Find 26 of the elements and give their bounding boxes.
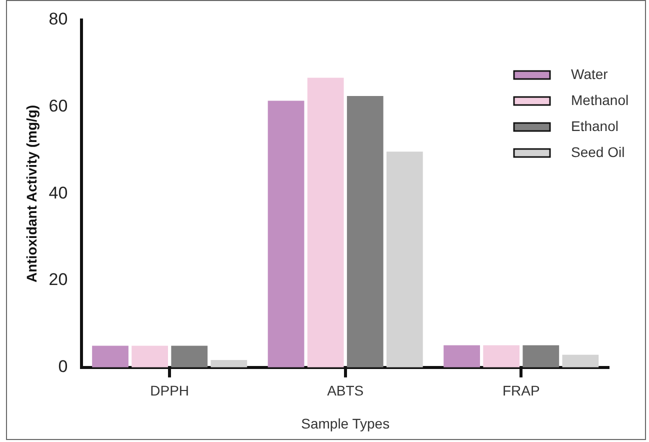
legend-label: Ethanol	[571, 118, 618, 134]
bar	[210, 360, 248, 368]
x-axis-title: Sample Types	[301, 415, 390, 432]
bar	[307, 78, 344, 368]
bar	[268, 100, 304, 368]
bar	[444, 345, 480, 368]
y-tick-label: 60	[48, 96, 68, 116]
bar	[386, 152, 423, 368]
bar	[562, 354, 599, 368]
bar	[132, 346, 168, 368]
legend-label: Seed Oil	[571, 144, 625, 160]
bar	[171, 346, 208, 368]
x-tick-label: ABTS	[327, 382, 364, 399]
y-tick-label: 40	[48, 183, 68, 202]
x-tick-label: FRAP	[502, 382, 540, 399]
y-axis-title: Antioxidant Activity (mg/g)	[23, 104, 40, 282]
bar	[346, 96, 384, 368]
bar	[522, 345, 560, 368]
y-tick-label: 80	[48, 10, 68, 29]
bar	[92, 346, 128, 368]
legend-label: Methanol	[571, 92, 629, 108]
legend-label: Water	[571, 66, 608, 82]
bar	[483, 345, 520, 368]
y-tick-label: 0	[58, 357, 68, 376]
y-tick-label: 20	[48, 270, 68, 290]
x-tick-label: DPPH	[150, 382, 190, 399]
